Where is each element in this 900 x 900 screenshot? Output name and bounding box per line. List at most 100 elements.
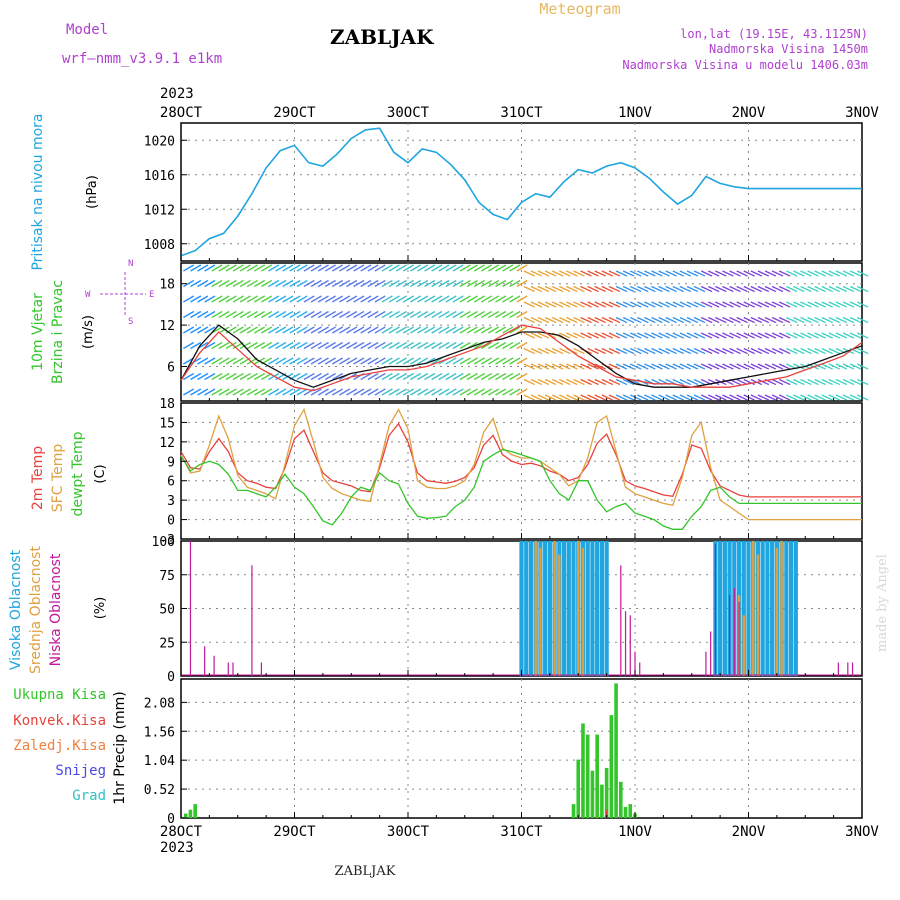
wind-barb [410, 326, 422, 334]
wind-barb [693, 363, 706, 370]
wind-barb [629, 270, 642, 277]
wind-barb [551, 347, 564, 355]
wind-barb [417, 388, 429, 396]
wind-barb [722, 285, 734, 293]
wind-barb [190, 279, 202, 288]
wind-barb [594, 332, 606, 339]
wind-barb [665, 347, 677, 355]
x-tick-label-bottom: 2NOV [732, 824, 766, 840]
wind-barb [480, 341, 493, 350]
wind-barb [814, 285, 826, 293]
wind-barb [183, 341, 195, 350]
wind-tick-label: 6 [167, 361, 175, 376]
wind-barb [573, 363, 585, 370]
wind-barb [452, 264, 464, 272]
temp-tick-label: -3 [159, 533, 175, 548]
wind-barb [637, 270, 649, 277]
compass-rose: N S W E [85, 259, 154, 327]
wind-barb [835, 301, 848, 308]
wind-barb [573, 285, 585, 293]
cloud-tick-label: 25 [159, 636, 175, 651]
wind-barb [410, 279, 422, 288]
wind-barb [282, 264, 294, 272]
wind-barb [410, 388, 422, 396]
wind-barb [672, 394, 684, 401]
wind-barb [417, 326, 429, 334]
wind-barb [629, 363, 642, 370]
wind-barb [629, 285, 642, 293]
wind-barb [232, 264, 244, 272]
wind-barb [480, 357, 493, 365]
wind-barb [622, 270, 635, 277]
wind-barb [438, 388, 450, 396]
wind-barb [431, 279, 443, 288]
wind-barb [197, 357, 209, 365]
wind-barb [778, 301, 791, 308]
wind-barb [204, 326, 216, 334]
wind-barb [637, 285, 649, 293]
wind-barb [246, 310, 258, 319]
wind-barb [424, 264, 436, 272]
wind-barb [232, 372, 244, 381]
high-cloud-bar [765, 541, 770, 676]
wind-barb [211, 295, 223, 303]
wind-barb [566, 285, 578, 293]
wind-barb [246, 264, 258, 272]
product-title: Meteogram [539, 0, 620, 18]
wind-barb [310, 310, 322, 319]
wind-barb [452, 326, 464, 334]
wind-barb [828, 270, 841, 277]
wind-barb [417, 295, 429, 303]
wind-barb [764, 285, 777, 293]
wind-barb [488, 264, 500, 272]
wind-barb [225, 279, 237, 288]
wind-barb [197, 295, 209, 303]
wind-barb [622, 363, 635, 370]
wind-barb [473, 279, 485, 288]
wind-barb [644, 394, 656, 401]
wind-barb [615, 363, 628, 370]
wind-barb [211, 326, 223, 334]
wind-barb [211, 357, 223, 365]
wind-barb [644, 270, 656, 277]
wind-barb [573, 347, 585, 355]
wind-barb [814, 394, 826, 401]
wind-barb [381, 310, 393, 319]
wind-barb [608, 301, 621, 308]
wind-barb [388, 341, 400, 350]
wind-barb [445, 357, 457, 365]
wind-barb [339, 388, 351, 396]
wind-barb [814, 316, 826, 324]
high-cloud-bar [793, 541, 798, 676]
wind-barb [282, 279, 294, 288]
wind-barb [410, 310, 422, 319]
wind-barb [708, 378, 720, 386]
wind-barb [225, 388, 237, 396]
wind-barb [495, 310, 507, 319]
wind-barb [778, 378, 791, 386]
wind-barb [360, 295, 372, 303]
wind-barb [204, 310, 216, 319]
wind-barb [708, 347, 720, 355]
wind-barb [218, 341, 230, 350]
wind-barb [793, 270, 805, 277]
wind-barb [197, 388, 209, 396]
wind-barb [381, 295, 393, 303]
altitude-text: Nadmorska Visina 1450m [709, 42, 868, 56]
precip-total-bar [595, 734, 599, 818]
wind-barb [346, 341, 358, 350]
wind-barb [778, 347, 791, 355]
wind-barb [516, 341, 528, 350]
wind-barb [743, 301, 755, 308]
wind-barb [317, 341, 329, 350]
wind-barb [757, 301, 770, 308]
wind-barb [275, 264, 287, 272]
wind-barb [658, 347, 670, 355]
wind-barb [814, 363, 826, 370]
wind-barb [708, 285, 720, 293]
wind-barb [786, 378, 798, 386]
wind-barb [637, 316, 649, 324]
precip-total-bar [614, 683, 618, 818]
wind-barb [686, 285, 699, 293]
wind-barb [743, 270, 755, 277]
